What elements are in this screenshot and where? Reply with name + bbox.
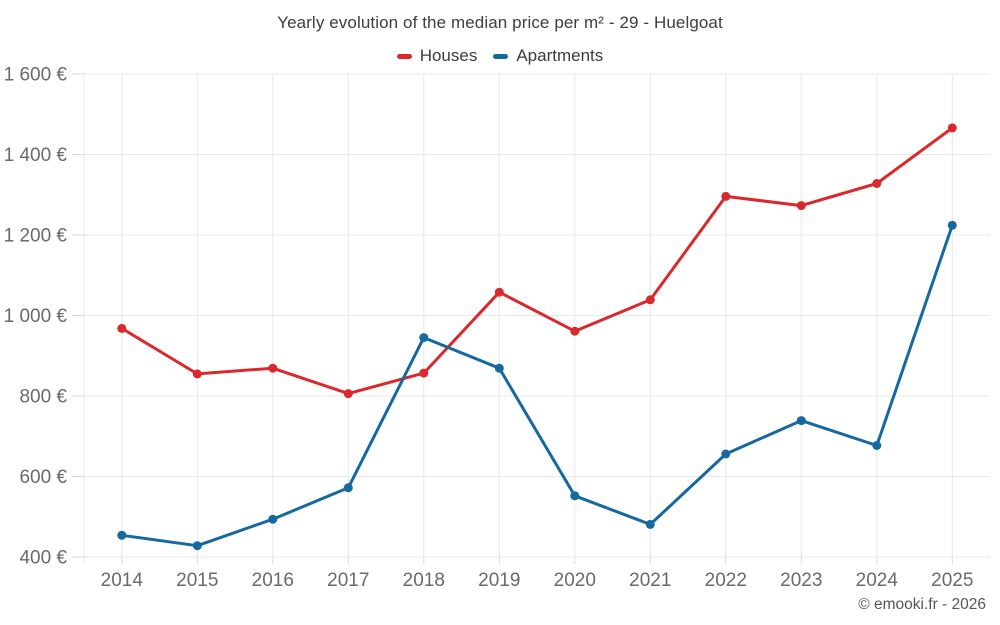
data-point-apartments-2025[interactable]: [947, 220, 957, 230]
y-tick-label: 400 €: [19, 548, 67, 569]
data-point-houses-2017[interactable]: [343, 389, 353, 399]
data-point-apartments-2020[interactable]: [570, 491, 580, 501]
x-tick-label: 2023: [780, 570, 822, 591]
legend: Houses Apartments: [0, 46, 1000, 66]
x-tick-label: 2014: [101, 570, 144, 591]
y-tick-label: 1 000 €: [4, 306, 68, 327]
x-tick-label: 2021: [629, 570, 671, 591]
data-point-apartments-2018[interactable]: [419, 333, 429, 343]
x-tick-label: 2016: [252, 570, 294, 591]
y-tick-label: 1 600 €: [4, 65, 68, 86]
x-tick-label: 2024: [856, 570, 899, 591]
legend-item-apartments[interactable]: Apartments: [493, 46, 603, 66]
y-tick-label: 600 €: [19, 467, 67, 488]
x-tick-label: 2025: [931, 570, 973, 591]
x-tick-label: 2018: [403, 570, 445, 591]
y-tick-label: 1 400 €: [4, 145, 68, 166]
data-point-apartments-2014[interactable]: [117, 530, 127, 540]
series-line-houses: [120, 126, 954, 396]
data-point-apartments-2015[interactable]: [192, 541, 202, 551]
data-point-houses-2023[interactable]: [796, 201, 806, 211]
data-point-apartments-2021[interactable]: [645, 519, 655, 529]
x-tick-label: 2019: [478, 570, 520, 591]
data-point-houses-2014[interactable]: [117, 323, 127, 333]
data-point-houses-2020[interactable]: [570, 326, 580, 336]
data-point-apartments-2016[interactable]: [268, 514, 278, 524]
data-point-houses-2016[interactable]: [268, 363, 278, 373]
data-point-houses-2018[interactable]: [419, 368, 429, 378]
x-tick-label: 2017: [327, 570, 369, 591]
apartments-series-swatch-icon: [493, 53, 509, 59]
legend-item-houses[interactable]: Houses: [396, 46, 478, 66]
data-point-houses-2021[interactable]: [645, 295, 655, 305]
x-tick-label: 2022: [705, 570, 747, 591]
data-point-houses-2015[interactable]: [192, 369, 202, 379]
data-point-houses-2024[interactable]: [872, 179, 882, 188]
data-point-houses-2022[interactable]: [721, 191, 731, 201]
y-tick-label: 800 €: [19, 387, 67, 408]
data-point-apartments-2023[interactable]: [796, 416, 806, 426]
chart-title: Yearly evolution of the median price per…: [277, 13, 723, 32]
legend-label-houses: Houses: [419, 46, 478, 65]
series-line-apartments: [120, 223, 954, 548]
y-tick-label: 1 200 €: [4, 226, 68, 247]
data-point-houses-2019[interactable]: [494, 287, 504, 297]
data-point-apartments-2019[interactable]: [494, 363, 504, 373]
copyright-attribution: © emooki.fr - 2026: [858, 596, 986, 613]
legend-label-apartments: Apartments: [516, 46, 604, 65]
data-point-apartments-2024[interactable]: [872, 441, 882, 450]
data-point-apartments-2017[interactable]: [343, 483, 353, 493]
data-point-apartments-2022[interactable]: [721, 449, 731, 459]
x-tick-label: 2015: [176, 570, 218, 591]
houses-series-swatch-icon: [396, 53, 412, 59]
data-point-houses-2025[interactable]: [947, 123, 957, 133]
x-tick-label: 2020: [554, 570, 596, 591]
